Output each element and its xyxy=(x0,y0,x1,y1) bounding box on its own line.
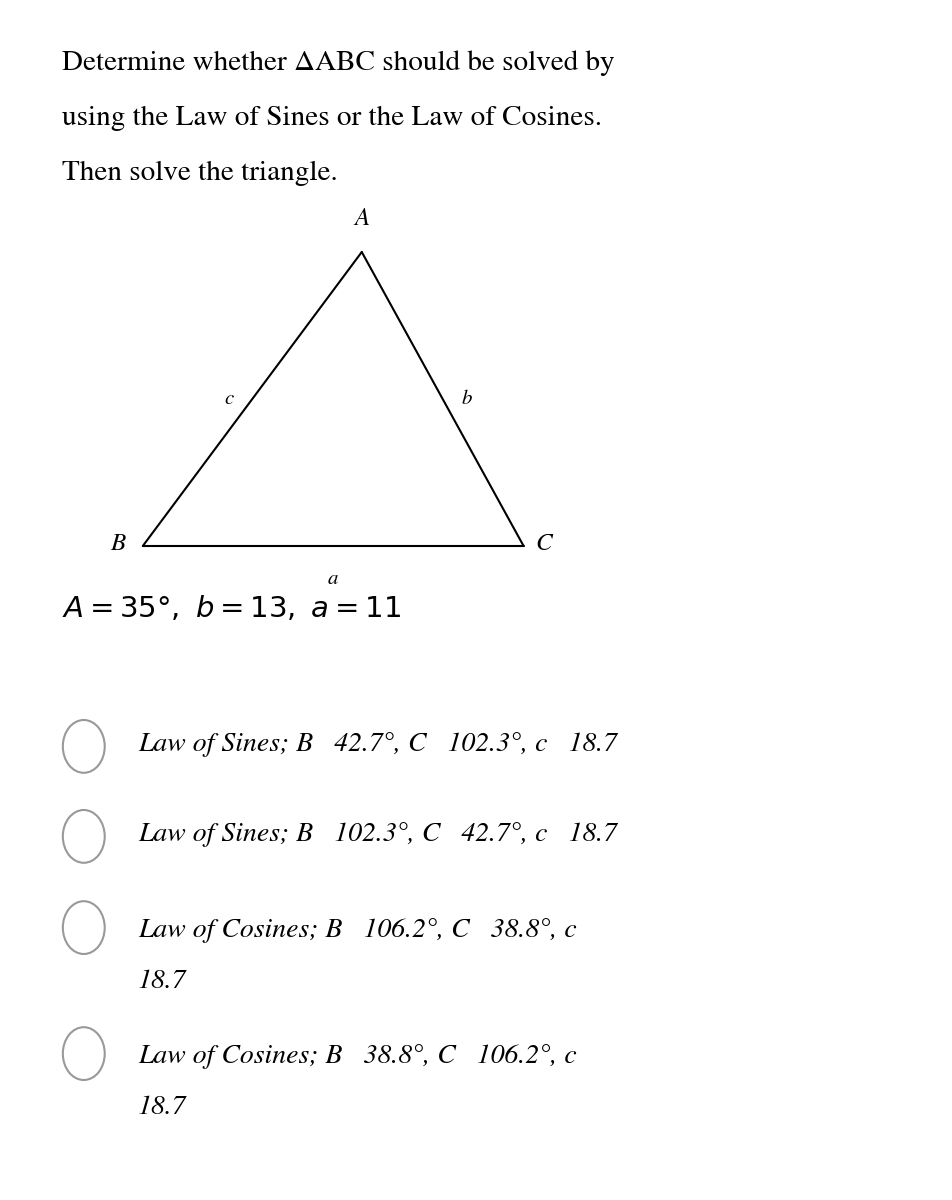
Text: b: b xyxy=(462,390,472,408)
Circle shape xyxy=(63,810,105,863)
Text: A: A xyxy=(354,209,369,230)
Text: Law of Sines; B ≈ 42.7°, C ≈ 102.3°, c ≈ 18.7: Law of Sines; B ≈ 42.7°, C ≈ 102.3°, c ≈… xyxy=(138,732,617,757)
Text: $\mathit{A} = 35°,\ \mathit{b} = 13,\ \mathit{a} = 11$: $\mathit{A} = 35°,\ \mathit{b} = 13,\ \m… xyxy=(62,594,401,623)
Text: Law of Cosines; B ≈ 106.2°, C ≈ 38.8°, c ≈: Law of Cosines; B ≈ 106.2°, C ≈ 38.8°, c… xyxy=(138,918,591,943)
Text: c: c xyxy=(224,390,233,408)
Circle shape xyxy=(63,720,105,773)
Text: Law of Sines; B ≈ 102.3°, C ≈ 42.7°, c ≈ 18.7: Law of Sines; B ≈ 102.3°, C ≈ 42.7°, c ≈… xyxy=(138,822,617,847)
Text: Then solve the triangle.: Then solve the triangle. xyxy=(62,161,338,186)
Text: using the Law of Sines or the Law of Cosines.: using the Law of Sines or the Law of Cos… xyxy=(62,106,602,131)
Text: Determine whether ΔABC should be solved by: Determine whether ΔABC should be solved … xyxy=(62,50,614,76)
Text: B: B xyxy=(110,533,126,554)
Text: 18.7: 18.7 xyxy=(138,1096,187,1121)
Text: 18.7: 18.7 xyxy=(138,970,187,995)
Circle shape xyxy=(63,1027,105,1080)
Text: a: a xyxy=(327,570,339,588)
Text: Law of Cosines; B ≈ 38.8°, C ≈ 106.2°, c ≈: Law of Cosines; B ≈ 38.8°, C ≈ 106.2°, c… xyxy=(138,1044,591,1069)
Text: C: C xyxy=(535,533,551,554)
Circle shape xyxy=(63,901,105,954)
